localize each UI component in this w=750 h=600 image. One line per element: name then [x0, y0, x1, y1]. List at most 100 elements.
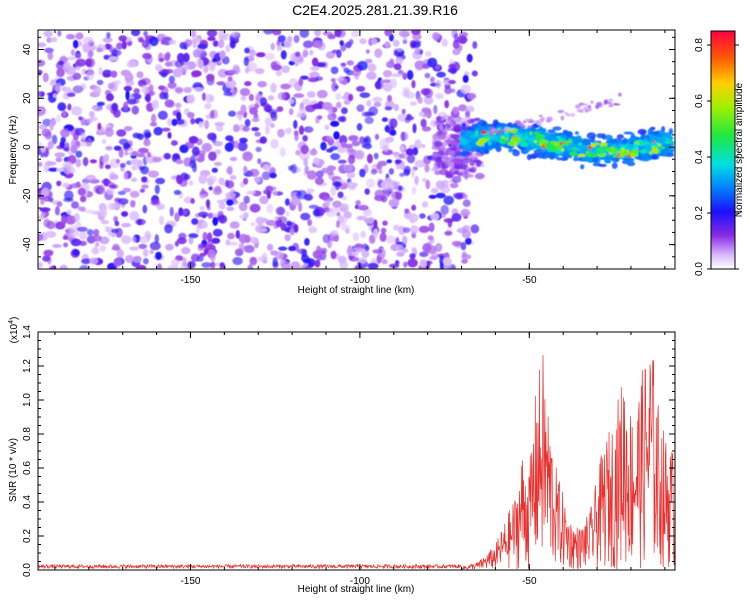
spectrogram-core-blob — [535, 141, 540, 146]
spectrogram-noise-blob — [238, 242, 245, 251]
spectrogram-noise-blob — [393, 224, 400, 231]
spectrogram-noise-blob — [221, 33, 231, 38]
spectrogram-noise-blob — [138, 243, 148, 250]
spectrogram-noise-blob — [265, 219, 276, 226]
spectrogram-haze-blob — [434, 140, 443, 147]
spectrogram-noise-blob — [264, 52, 276, 61]
spectrogram-noise-blob — [380, 227, 387, 234]
spectrogram-noise-blob — [187, 111, 195, 119]
spectrogram-core-blob — [569, 151, 578, 156]
spectrogram-noise-blob — [201, 142, 213, 152]
spectrogram-haze-blob — [450, 140, 459, 146]
spectrogram-noise-blob — [238, 214, 247, 219]
spectrogram-noise-blob — [212, 216, 219, 226]
spectrogram-noise-blob — [186, 61, 197, 70]
spectrogram-noise-blob — [167, 132, 172, 139]
spectrogram-noise-blob — [364, 188, 370, 195]
spectrogram-noise-blob — [422, 107, 431, 115]
spectrogram-core-blob — [586, 151, 592, 158]
spectrogram-noise-blob — [452, 106, 460, 115]
spectrogram-noise-blob — [42, 72, 49, 83]
spectrogram-noise-blob — [452, 39, 460, 50]
spectrogram-noise-blob — [41, 128, 52, 138]
spectrogram-noise-blob — [149, 121, 158, 127]
spectrogram-wisp-blob — [557, 109, 565, 114]
spectrogram-signal-blob — [520, 128, 529, 133]
spectrogram-noise-blob — [404, 208, 410, 214]
y-tick-label: 0.2 — [22, 529, 33, 543]
colorbar-gradient — [710, 30, 736, 270]
spectrogram-noise-blob — [168, 39, 177, 45]
spectrogram-noise-blob — [382, 83, 393, 92]
spectrogram-noise-blob — [435, 79, 442, 89]
spectrogram-noise-blob — [46, 37, 52, 43]
spectrogram-noise-blob — [422, 243, 432, 253]
spectrogram-noise-blob — [59, 141, 65, 149]
spectrogram-noise-blob — [277, 216, 288, 224]
spectrogram-noise-blob — [214, 185, 222, 193]
spectrogram-noise-blob — [188, 233, 199, 239]
spectrogram-noise-blob — [216, 199, 225, 204]
spectrogram-noise-blob — [54, 206, 60, 216]
spectrogram-noise-blob — [444, 86, 453, 95]
spectrogram-noise-blob — [338, 215, 345, 224]
spectrogram-noise-blob — [244, 47, 251, 54]
spectrogram-noise-blob — [313, 40, 324, 48]
spectrogram-noise-blob — [406, 113, 412, 119]
spectrogram-noise-blob — [93, 184, 104, 194]
spectrogram-noise-blob — [405, 148, 414, 156]
spectrogram-noise-blob — [424, 72, 431, 79]
spectrogram-signal-blob — [507, 122, 514, 128]
spectrogram-noise-blob — [176, 111, 182, 122]
spectrogram-wisp-blob — [588, 104, 592, 109]
spectrogram-noise-blob — [45, 230, 57, 238]
spectrogram-noise-blob — [47, 140, 54, 150]
spectrogram-image — [38, 30, 675, 269]
spectrogram-noise-blob — [272, 257, 278, 267]
spectrogram-noise-blob — [123, 85, 132, 92]
spectrogram-noise-blob — [346, 60, 354, 66]
spectrogram-noise-blob — [151, 99, 159, 110]
spectrogram-noise-blob — [70, 144, 78, 154]
spectrogram-noise-blob — [80, 132, 86, 141]
spectrogram-haze-blob — [445, 174, 454, 179]
spectrogram-noise-blob — [418, 111, 425, 117]
spectrogram-noise-blob — [355, 247, 364, 253]
spectrogram-noise-blob — [387, 94, 392, 103]
spectrogram-noise-blob — [156, 263, 163, 269]
y-tick-label: 1.0 — [22, 393, 33, 407]
snr-x-axis-label: Height of straight line (km) — [298, 584, 415, 595]
spectrogram-noise-blob — [355, 200, 361, 206]
spectrogram-noise-blob — [255, 216, 265, 225]
spectrogram-core-blob — [651, 147, 659, 153]
spectrogram-noise-blob — [384, 41, 391, 48]
spectrogram-noise-blob — [240, 95, 247, 101]
spectrogram-noise-blob — [270, 250, 279, 256]
spectrogram-noise-blob — [148, 170, 159, 178]
spectrogram-noise-blob — [327, 112, 337, 121]
spectrogram-core-blob — [632, 143, 639, 149]
spectrogram-noise-blob — [444, 100, 450, 109]
spectrogram-noise-blob — [143, 30, 148, 37]
spectrogram-wisp-blob — [608, 99, 614, 101]
spectrogram-noise-blob — [190, 118, 196, 125]
spectrogram-noise-blob — [277, 92, 287, 101]
spectrogram-noise-blob — [302, 135, 308, 142]
spectrogram-core-blob — [577, 142, 583, 147]
y-tick-label: 0.6 — [22, 461, 33, 475]
spectrogram-noise-blob — [118, 35, 127, 42]
spectrogram-noise-blob — [82, 43, 91, 53]
spectrogram-noise-blob — [91, 234, 102, 242]
spectrogram-noise-blob — [152, 156, 162, 163]
spectrogram-signal-blob — [554, 153, 559, 158]
spectrogram-core-blob — [499, 138, 507, 144]
spectrogram-wisp-blob — [508, 128, 515, 131]
spectrogram-noise-blob — [141, 84, 147, 94]
spectrogram-noise-blob — [138, 38, 144, 43]
spectrogram-noise-blob — [460, 208, 471, 217]
spectrogram-noise-blob — [312, 103, 323, 110]
spectrogram-core-blob — [565, 140, 572, 144]
spectrogram-noise-blob — [214, 161, 222, 166]
spectrogram-noise-blob — [204, 102, 212, 110]
spectrogram-noise-blob — [38, 42, 47, 48]
